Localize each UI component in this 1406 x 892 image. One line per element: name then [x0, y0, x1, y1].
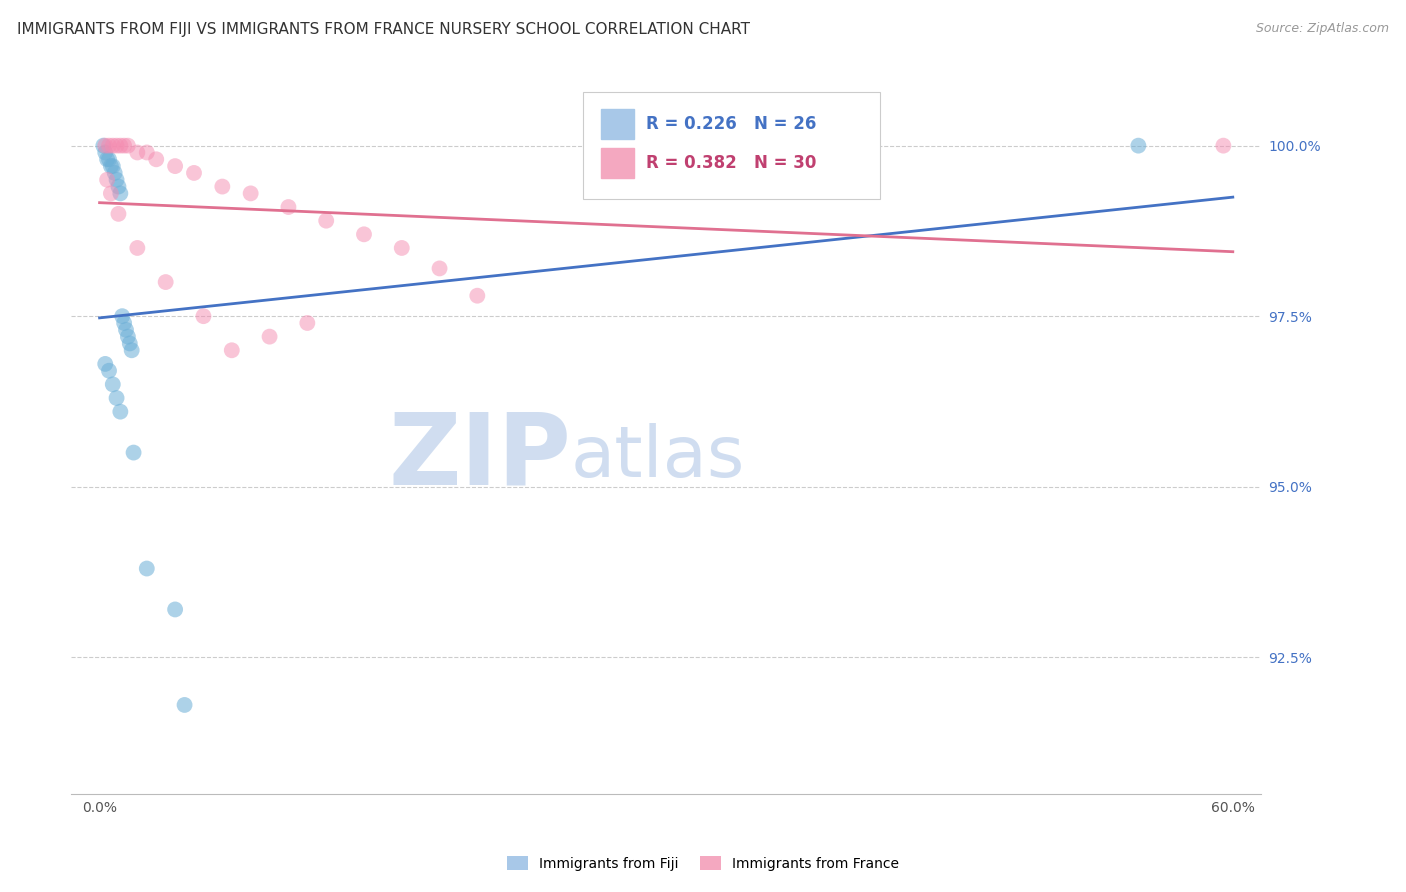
- Point: [115, 323, 138, 337]
- Point: [110, 138, 132, 153]
- Point: [94, 138, 117, 153]
- Point: [315, 213, 337, 227]
- Point: [100, 159, 122, 173]
- Point: [101, 159, 124, 173]
- FancyBboxPatch shape: [583, 92, 880, 199]
- Text: R = 0.382   N = 30: R = 0.382 N = 30: [645, 154, 817, 172]
- Point: [105, 138, 128, 153]
- Text: R = 0.226   N = 26: R = 0.226 N = 26: [645, 115, 817, 133]
- Point: [145, 153, 167, 167]
- Point: [98, 364, 121, 378]
- FancyBboxPatch shape: [600, 148, 634, 178]
- Point: [112, 316, 135, 330]
- Point: [117, 138, 139, 153]
- Point: [221, 343, 243, 358]
- Point: [96, 173, 118, 187]
- Point: [173, 698, 195, 712]
- Point: [135, 145, 157, 160]
- Point: [165, 159, 187, 173]
- Point: [127, 145, 149, 160]
- Point: [127, 241, 149, 255]
- Point: [429, 261, 451, 276]
- FancyBboxPatch shape: [600, 109, 634, 139]
- Point: [117, 329, 139, 343]
- Point: [105, 173, 128, 187]
- Point: [104, 166, 127, 180]
- Point: [101, 377, 124, 392]
- Point: [105, 391, 128, 405]
- Point: [259, 329, 281, 343]
- Point: [193, 309, 215, 323]
- Point: [1212, 138, 1234, 153]
- Point: [121, 343, 143, 358]
- Point: [465, 289, 488, 303]
- Point: [96, 153, 118, 167]
- Point: [98, 153, 121, 167]
- Point: [93, 138, 115, 153]
- Point: [107, 207, 129, 221]
- Text: atlas: atlas: [571, 423, 745, 491]
- Legend: Immigrants from Fiji, Immigrants from France: Immigrants from Fiji, Immigrants from Fr…: [502, 850, 904, 876]
- Text: IMMIGRANTS FROM FIJI VS IMMIGRANTS FROM FRANCE NURSERY SCHOOL CORRELATION CHART: IMMIGRANTS FROM FIJI VS IMMIGRANTS FROM …: [17, 22, 749, 37]
- Point: [277, 200, 299, 214]
- Point: [94, 145, 117, 160]
- Text: Source: ZipAtlas.com: Source: ZipAtlas.com: [1256, 22, 1389, 36]
- Point: [100, 186, 122, 201]
- Point: [94, 357, 117, 371]
- Point: [155, 275, 177, 289]
- Point: [391, 241, 413, 255]
- Point: [239, 186, 262, 201]
- Point: [98, 138, 121, 153]
- Point: [112, 138, 135, 153]
- Point: [297, 316, 319, 330]
- Point: [135, 561, 157, 575]
- Point: [110, 404, 132, 418]
- Point: [101, 138, 124, 153]
- Point: [107, 179, 129, 194]
- Point: [353, 227, 375, 242]
- Point: [110, 186, 132, 201]
- Point: [165, 602, 187, 616]
- Point: [1128, 138, 1150, 153]
- Point: [111, 309, 134, 323]
- Point: [118, 336, 141, 351]
- Text: ZIP: ZIP: [388, 409, 571, 506]
- Point: [122, 445, 145, 459]
- Point: [183, 166, 205, 180]
- Point: [211, 179, 233, 194]
